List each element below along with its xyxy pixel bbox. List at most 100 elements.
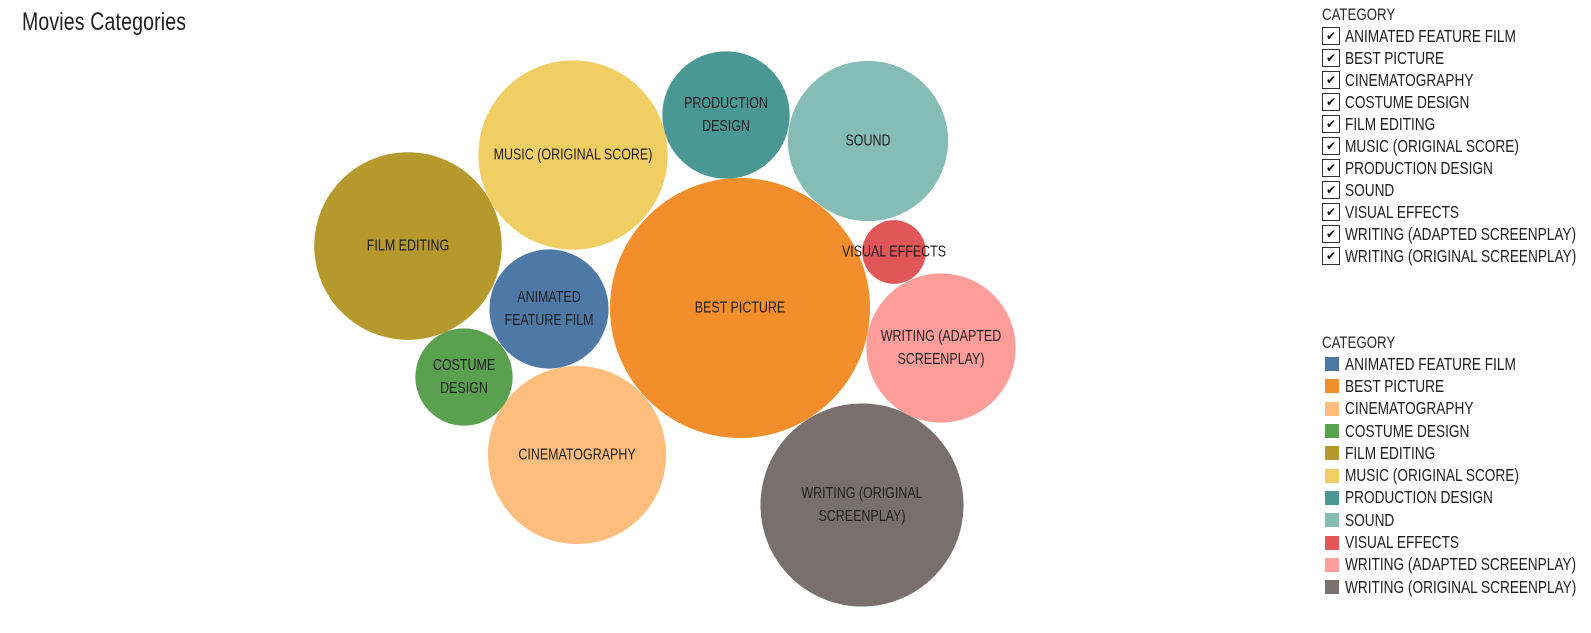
legend-item-production-design[interactable]: PRODUCTION DESIGN bbox=[1322, 487, 1587, 509]
filter-item-label: COSTUME DESIGN bbox=[1345, 91, 1470, 112]
checkbox[interactable]: ✔ bbox=[1322, 247, 1340, 265]
checkbox[interactable]: ✔ bbox=[1322, 225, 1340, 243]
filter-item-label: VISUAL EFFECTS bbox=[1345, 201, 1460, 222]
bubble-label: MUSIC (ORIGINAL SCORE) bbox=[494, 146, 653, 164]
filter-item-label: BEST PICTURE bbox=[1345, 47, 1445, 68]
bubble-circle[interactable] bbox=[866, 273, 1016, 423]
bubble-animated-feature-film[interactable]: ANIMATED FEATURE FILM bbox=[489, 249, 609, 369]
bubble-circle[interactable] bbox=[862, 220, 926, 284]
filter-item-production-design[interactable]: ✔ PRODUCTION DESIGN bbox=[1322, 157, 1587, 179]
filter-item-label: ANIMATED FEATURE FILM bbox=[1345, 25, 1516, 46]
bubble-best-picture[interactable]: BEST PICTURE bbox=[610, 178, 870, 438]
legend-swatch bbox=[1325, 513, 1339, 528]
legend-item-writing-original-screenplay[interactable]: WRITING (ORIGINAL SCREENPLAY) bbox=[1322, 576, 1587, 598]
checkbox[interactable]: ✔ bbox=[1322, 93, 1340, 111]
filter-item-label: WRITING (ORIGINAL SCREENPLAY) bbox=[1345, 245, 1577, 266]
legend-item-label: MUSIC (ORIGINAL SCORE) bbox=[1345, 465, 1519, 486]
checkbox[interactable]: ✔ bbox=[1322, 159, 1340, 177]
legend-swatch bbox=[1325, 490, 1339, 505]
filter-item-music-original-score[interactable]: ✔ MUSIC (ORIGINAL SCORE) bbox=[1322, 135, 1587, 157]
legend-item-label: SOUND bbox=[1345, 509, 1395, 530]
legend-item-label: COSTUME DESIGN bbox=[1345, 420, 1470, 441]
legend-item-label: PRODUCTION DESIGN bbox=[1345, 487, 1493, 508]
bubble-label: FEATURE FILM bbox=[504, 312, 593, 330]
legend-item-sound[interactable]: SOUND bbox=[1322, 509, 1587, 531]
bubble-cinematography[interactable]: CINEMATOGRAPHY bbox=[487, 365, 667, 545]
legend-list: ANIMATED FEATURE FILM BEST PICTURE CINEMAT… bbox=[1322, 353, 1587, 598]
bubble-circle[interactable] bbox=[662, 51, 790, 179]
filter-item-visual-effects[interactable]: ✔ VISUAL EFFECTS bbox=[1322, 201, 1587, 223]
category-legend: CATEGORY ANIMATED FEATURE FILM BEST PICTU… bbox=[1322, 333, 1587, 598]
checkbox[interactable]: ✔ bbox=[1322, 115, 1340, 133]
legend-swatch bbox=[1325, 379, 1339, 394]
legend-item-cinematography[interactable]: CINEMATOGRAPHY bbox=[1322, 398, 1587, 420]
filter-item-label: MUSIC (ORIGINAL SCORE) bbox=[1345, 135, 1519, 156]
bubble-costume-design[interactable]: COSTUME DESIGN bbox=[415, 328, 513, 426]
checkbox[interactable]: ✔ bbox=[1322, 71, 1340, 89]
legend-header: CATEGORY bbox=[1322, 333, 1396, 352]
legend-item-label: VISUAL EFFECTS bbox=[1345, 532, 1460, 553]
bubble-circle[interactable] bbox=[489, 249, 609, 369]
filter-item-writing-adapted-screenplay[interactable]: ✔ WRITING (ADAPTED SCREENPLAY) bbox=[1322, 223, 1587, 245]
bubble-writing-adapted-screenplay[interactable]: WRITING (ADAPTED SCREENPLAY) bbox=[866, 273, 1016, 423]
legend-swatch bbox=[1325, 535, 1339, 550]
legend-swatch bbox=[1325, 468, 1339, 483]
legend-swatch bbox=[1325, 446, 1339, 461]
legend-swatch bbox=[1325, 580, 1339, 595]
filter-item-film-editing[interactable]: ✔ FILM EDITING bbox=[1322, 113, 1587, 135]
legend-item-costume-design[interactable]: COSTUME DESIGN bbox=[1322, 420, 1587, 442]
bubble-production-design[interactable]: PRODUCTION DESIGN bbox=[662, 51, 790, 179]
bubble-circle[interactable] bbox=[487, 365, 667, 545]
checkbox[interactable]: ✔ bbox=[1322, 181, 1340, 199]
filter-header: CATEGORY bbox=[1322, 5, 1396, 24]
bubble-circle[interactable] bbox=[314, 152, 502, 340]
bubble-label: WRITING (ORIGINAL bbox=[801, 485, 922, 503]
legend-swatch bbox=[1325, 357, 1339, 372]
legend-item-animated-feature-film[interactable]: ANIMATED FEATURE FILM bbox=[1322, 353, 1587, 375]
bubble-label: SCREENPLAY) bbox=[897, 351, 984, 369]
legend-item-visual-effects[interactable]: VISUAL EFFECTS bbox=[1322, 531, 1587, 553]
checkbox[interactable]: ✔ bbox=[1322, 27, 1340, 45]
bubble-label: SCREENPLAY) bbox=[818, 508, 905, 526]
legend-item-music-original-score[interactable]: MUSIC (ORIGINAL SCORE) bbox=[1322, 464, 1587, 486]
bubble-circle[interactable] bbox=[610, 178, 870, 438]
filter-item-animated-feature-film[interactable]: ✔ ANIMATED FEATURE FILM bbox=[1322, 25, 1587, 47]
bubble-circle[interactable] bbox=[415, 328, 513, 426]
legend-item-label: CINEMATOGRAPHY bbox=[1345, 398, 1474, 419]
legend-item-label: WRITING (ADAPTED SCREENPLAY) bbox=[1345, 554, 1577, 575]
bubble-label: VISUAL EFFECTS bbox=[842, 243, 946, 261]
bubble-circle[interactable] bbox=[787, 60, 949, 222]
filter-list: ✔ ANIMATED FEATURE FILM ✔ BEST PICTURE ✔ CINE… bbox=[1322, 25, 1587, 267]
page-title: Movies Categories bbox=[22, 8, 187, 36]
bubble-label: WRITING (ADAPTED bbox=[881, 328, 1001, 346]
filter-item-costume-design[interactable]: ✔ COSTUME DESIGN bbox=[1322, 91, 1587, 113]
bubble-label: SOUND bbox=[845, 132, 890, 150]
legend-item-label: FILM EDITING bbox=[1345, 442, 1436, 463]
checkbox[interactable]: ✔ bbox=[1322, 203, 1340, 221]
bubble-label: DESIGN bbox=[702, 118, 750, 136]
bubble-chart: BEST PICTURE WRITING (ORIGINAL SCREENPLAY)… bbox=[314, 51, 1016, 607]
bubble-writing-original-screenplay[interactable]: WRITING (ORIGINAL SCREENPLAY) bbox=[760, 403, 964, 607]
legend-swatch bbox=[1325, 424, 1339, 439]
filter-item-best-picture[interactable]: ✔ BEST PICTURE bbox=[1322, 47, 1587, 69]
bubble-circle[interactable] bbox=[478, 60, 668, 250]
bubble-visual-effects[interactable]: VISUAL EFFECTS bbox=[842, 220, 946, 284]
bubble-label: COSTUME bbox=[433, 357, 495, 375]
filter-item-sound[interactable]: ✔ SOUND bbox=[1322, 179, 1587, 201]
filter-item-cinematography[interactable]: ✔ CINEMATOGRAPHY bbox=[1322, 69, 1587, 91]
bubble-label: ANIMATED bbox=[517, 289, 580, 307]
category-filter: CATEGORY ✔ ANIMATED FEATURE FILM ✔ BEST PIC… bbox=[1322, 5, 1587, 267]
legend-item-label: WRITING (ORIGINAL SCREENPLAY) bbox=[1345, 576, 1577, 597]
legend-item-writing-adapted-screenplay[interactable]: WRITING (ADAPTED SCREENPLAY) bbox=[1322, 554, 1587, 576]
filter-item-label: SOUND bbox=[1345, 179, 1395, 200]
bubble-label: CINEMATOGRAPHY bbox=[518, 446, 636, 464]
bubble-sound[interactable]: SOUND bbox=[787, 60, 949, 222]
checkbox[interactable]: ✔ bbox=[1322, 137, 1340, 155]
checkbox[interactable]: ✔ bbox=[1322, 49, 1340, 67]
bubble-circle[interactable] bbox=[760, 403, 964, 607]
legend-item-film-editing[interactable]: FILM EDITING bbox=[1322, 442, 1587, 464]
legend-item-best-picture[interactable]: BEST PICTURE bbox=[1322, 375, 1587, 397]
bubble-music-original-score[interactable]: MUSIC (ORIGINAL SCORE) bbox=[478, 60, 668, 250]
bubble-film-editing[interactable]: FILM EDITING bbox=[314, 152, 502, 340]
filter-item-writing-original-screenplay[interactable]: ✔ WRITING (ORIGINAL SCREENPLAY) bbox=[1322, 245, 1587, 267]
